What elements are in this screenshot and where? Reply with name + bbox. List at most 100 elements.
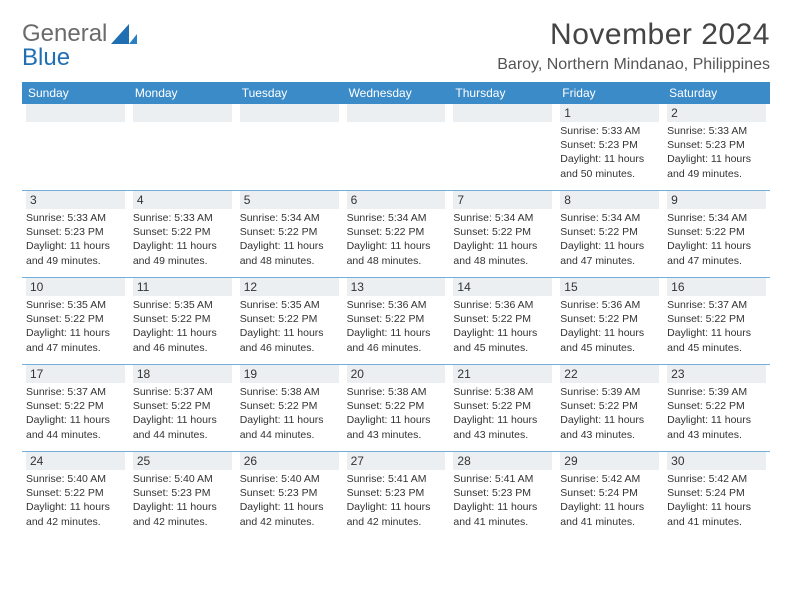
day-cell: 25 Sunrise: 5:40 AMSunset: 5:23 PMDayligh… <box>129 452 236 538</box>
day-number-bar <box>347 104 446 122</box>
sunrise-text: Sunrise: 5:35 AM <box>240 298 339 312</box>
day-cell: 10Sunrise: 5:35 AMSunset: 5:22 PMDayligh… <box>22 278 129 364</box>
day-number-bar: 20 <box>347 365 446 383</box>
day-cell: 30Sunrise: 5:42 AMSunset: 5:24 PMDayligh… <box>663 452 770 538</box>
sunrise-text: Sunrise: 5:36 AM <box>560 298 659 312</box>
day-number-bar: 2 <box>667 104 766 122</box>
sunset-text: Sunset: 5:22 PM <box>347 225 446 239</box>
daylight-text: Daylight: 11 hours <box>560 413 659 427</box>
day-info: Sunrise: 5:40 AMSunset: 5:22 PMDaylight:… <box>26 472 125 529</box>
week-separator <box>22 451 770 452</box>
sunrise-text: Sunrise: 5:34 AM <box>667 211 766 225</box>
day-number-bar: 25 <box>133 452 232 470</box>
daylight-text: Daylight: 11 hours <box>26 326 125 340</box>
week-row: 1Sunrise: 5:33 AMSunset: 5:23 PMDaylight… <box>22 104 770 190</box>
day-info: Sunrise: 5:40 AMSunset: 5:23 PMDaylight:… <box>133 472 232 529</box>
sunset-text: Sunset: 5:23 PM <box>133 486 232 500</box>
sunrise-text: Sunrise: 5:34 AM <box>240 211 339 225</box>
logo-word1: General <box>22 22 107 46</box>
daylight-text: and 50 minutes. <box>560 167 659 181</box>
sunrise-text: Sunrise: 5:35 AM <box>26 298 125 312</box>
daylight-text: Daylight: 11 hours <box>240 239 339 253</box>
sunrise-text: Sunrise: 5:34 AM <box>347 211 446 225</box>
day-info: Sunrise: 5:37 AMSunset: 5:22 PMDaylight:… <box>133 385 232 442</box>
daylight-text: Daylight: 11 hours <box>26 413 125 427</box>
day-cell: 7Sunrise: 5:34 AMSunset: 5:22 PMDaylight… <box>449 191 556 277</box>
day-info: Sunrise: 5:42 AMSunset: 5:24 PMDaylight:… <box>560 472 659 529</box>
day-number-bar <box>133 104 232 122</box>
day-info: Sunrise: 5:33 AMSunset: 5:22 PMDaylight:… <box>133 211 232 268</box>
daylight-text: and 42 minutes. <box>26 515 125 529</box>
daylight-text: and 43 minutes. <box>667 428 766 442</box>
sunset-text: Sunset: 5:22 PM <box>133 312 232 326</box>
sunset-text: Sunset: 5:22 PM <box>26 486 125 500</box>
day-cell: 19Sunrise: 5:38 AMSunset: 5:22 PMDayligh… <box>236 365 343 451</box>
day-info: Sunrise: 5:35 AMSunset: 5:22 PMDaylight:… <box>133 298 232 355</box>
daylight-text: and 48 minutes. <box>240 254 339 268</box>
sunrise-text: Sunrise: 5:42 AM <box>560 472 659 486</box>
day-header-cell: Wednesday <box>343 82 450 104</box>
day-header-cell: Saturday <box>663 82 770 104</box>
daylight-text: Daylight: 11 hours <box>347 500 446 514</box>
day-cell: 18Sunrise: 5:37 AMSunset: 5:22 PMDayligh… <box>129 365 236 451</box>
day-header-row: SundayMondayTuesdayWednesdayThursdayFrid… <box>22 82 770 104</box>
sunrise-text: Sunrise: 5:37 AM <box>26 385 125 399</box>
day-info: Sunrise: 5:41 AMSunset: 5:23 PMDaylight:… <box>347 472 446 529</box>
sunset-text: Sunset: 5:23 PM <box>26 225 125 239</box>
day-header-cell: Thursday <box>449 82 556 104</box>
sunrise-text: Sunrise: 5:41 AM <box>453 472 552 486</box>
week-row: 10Sunrise: 5:35 AMSunset: 5:22 PMDayligh… <box>22 278 770 364</box>
day-number-bar <box>240 104 339 122</box>
sunrise-text: Sunrise: 5:34 AM <box>560 211 659 225</box>
day-number-bar: 11 <box>133 278 232 296</box>
daylight-text: Daylight: 11 hours <box>453 326 552 340</box>
daylight-text: and 48 minutes. <box>347 254 446 268</box>
daylight-text: and 49 minutes. <box>26 254 125 268</box>
sunset-text: Sunset: 5:22 PM <box>560 225 659 239</box>
day-cell: 9Sunrise: 5:34 AMSunset: 5:22 PMDaylight… <box>663 191 770 277</box>
logo: General Blue <box>22 18 137 70</box>
daylight-text: Daylight: 11 hours <box>667 500 766 514</box>
day-info: Sunrise: 5:36 AMSunset: 5:22 PMDaylight:… <box>347 298 446 355</box>
daylight-text: Daylight: 11 hours <box>667 413 766 427</box>
day-number-bar <box>453 104 552 122</box>
daylight-text: Daylight: 11 hours <box>347 239 446 253</box>
day-cell: 21Sunrise: 5:38 AMSunset: 5:22 PMDayligh… <box>449 365 556 451</box>
daylight-text: and 44 minutes. <box>26 428 125 442</box>
sunset-text: Sunset: 5:22 PM <box>26 399 125 413</box>
day-number-bar: 23 <box>667 365 766 383</box>
daylight-text: Daylight: 11 hours <box>133 500 232 514</box>
day-number-bar: 24 <box>26 452 125 470</box>
sunset-text: Sunset: 5:23 PM <box>453 486 552 500</box>
day-number-bar: 27 <box>347 452 446 470</box>
day-cell: 12Sunrise: 5:35 AMSunset: 5:22 PMDayligh… <box>236 278 343 364</box>
sunset-text: Sunset: 5:23 PM <box>240 486 339 500</box>
day-number-bar: 4 <box>133 191 232 209</box>
day-number-bar: 13 <box>347 278 446 296</box>
daylight-text: and 41 minutes. <box>667 515 766 529</box>
day-cell: 8Sunrise: 5:34 AMSunset: 5:22 PMDaylight… <box>556 191 663 277</box>
day-cell: 6Sunrise: 5:34 AMSunset: 5:22 PMDaylight… <box>343 191 450 277</box>
day-number-bar: 16 <box>667 278 766 296</box>
day-info: Sunrise: 5:37 AMSunset: 5:22 PMDaylight:… <box>667 298 766 355</box>
calendar: SundayMondayTuesdayWednesdayThursdayFrid… <box>22 82 770 538</box>
sunset-text: Sunset: 5:22 PM <box>560 399 659 413</box>
week-separator <box>22 190 770 191</box>
day-info: Sunrise: 5:42 AMSunset: 5:24 PMDaylight:… <box>667 472 766 529</box>
day-number-bar: 14 <box>453 278 552 296</box>
day-number-bar: 3 <box>26 191 125 209</box>
day-info: Sunrise: 5:35 AMSunset: 5:22 PMDaylight:… <box>240 298 339 355</box>
daylight-text: and 46 minutes. <box>240 341 339 355</box>
daylight-text: and 42 minutes. <box>347 515 446 529</box>
daylight-text: and 44 minutes. <box>240 428 339 442</box>
day-number-bar: 1 <box>560 104 659 122</box>
day-cell: 16 Sunrise: 5:37 AMSunset: 5:22 PMDayligh… <box>663 278 770 364</box>
daylight-text: Daylight: 11 hours <box>133 326 232 340</box>
daylight-text: and 42 minutes. <box>240 515 339 529</box>
sunset-text: Sunset: 5:22 PM <box>26 312 125 326</box>
day-info: Sunrise: 5:41 AMSunset: 5:23 PMDaylight:… <box>453 472 552 529</box>
daylight-text: Daylight: 11 hours <box>26 500 125 514</box>
sunset-text: Sunset: 5:22 PM <box>453 399 552 413</box>
day-cell <box>236 104 343 190</box>
sunset-text: Sunset: 5:22 PM <box>667 399 766 413</box>
